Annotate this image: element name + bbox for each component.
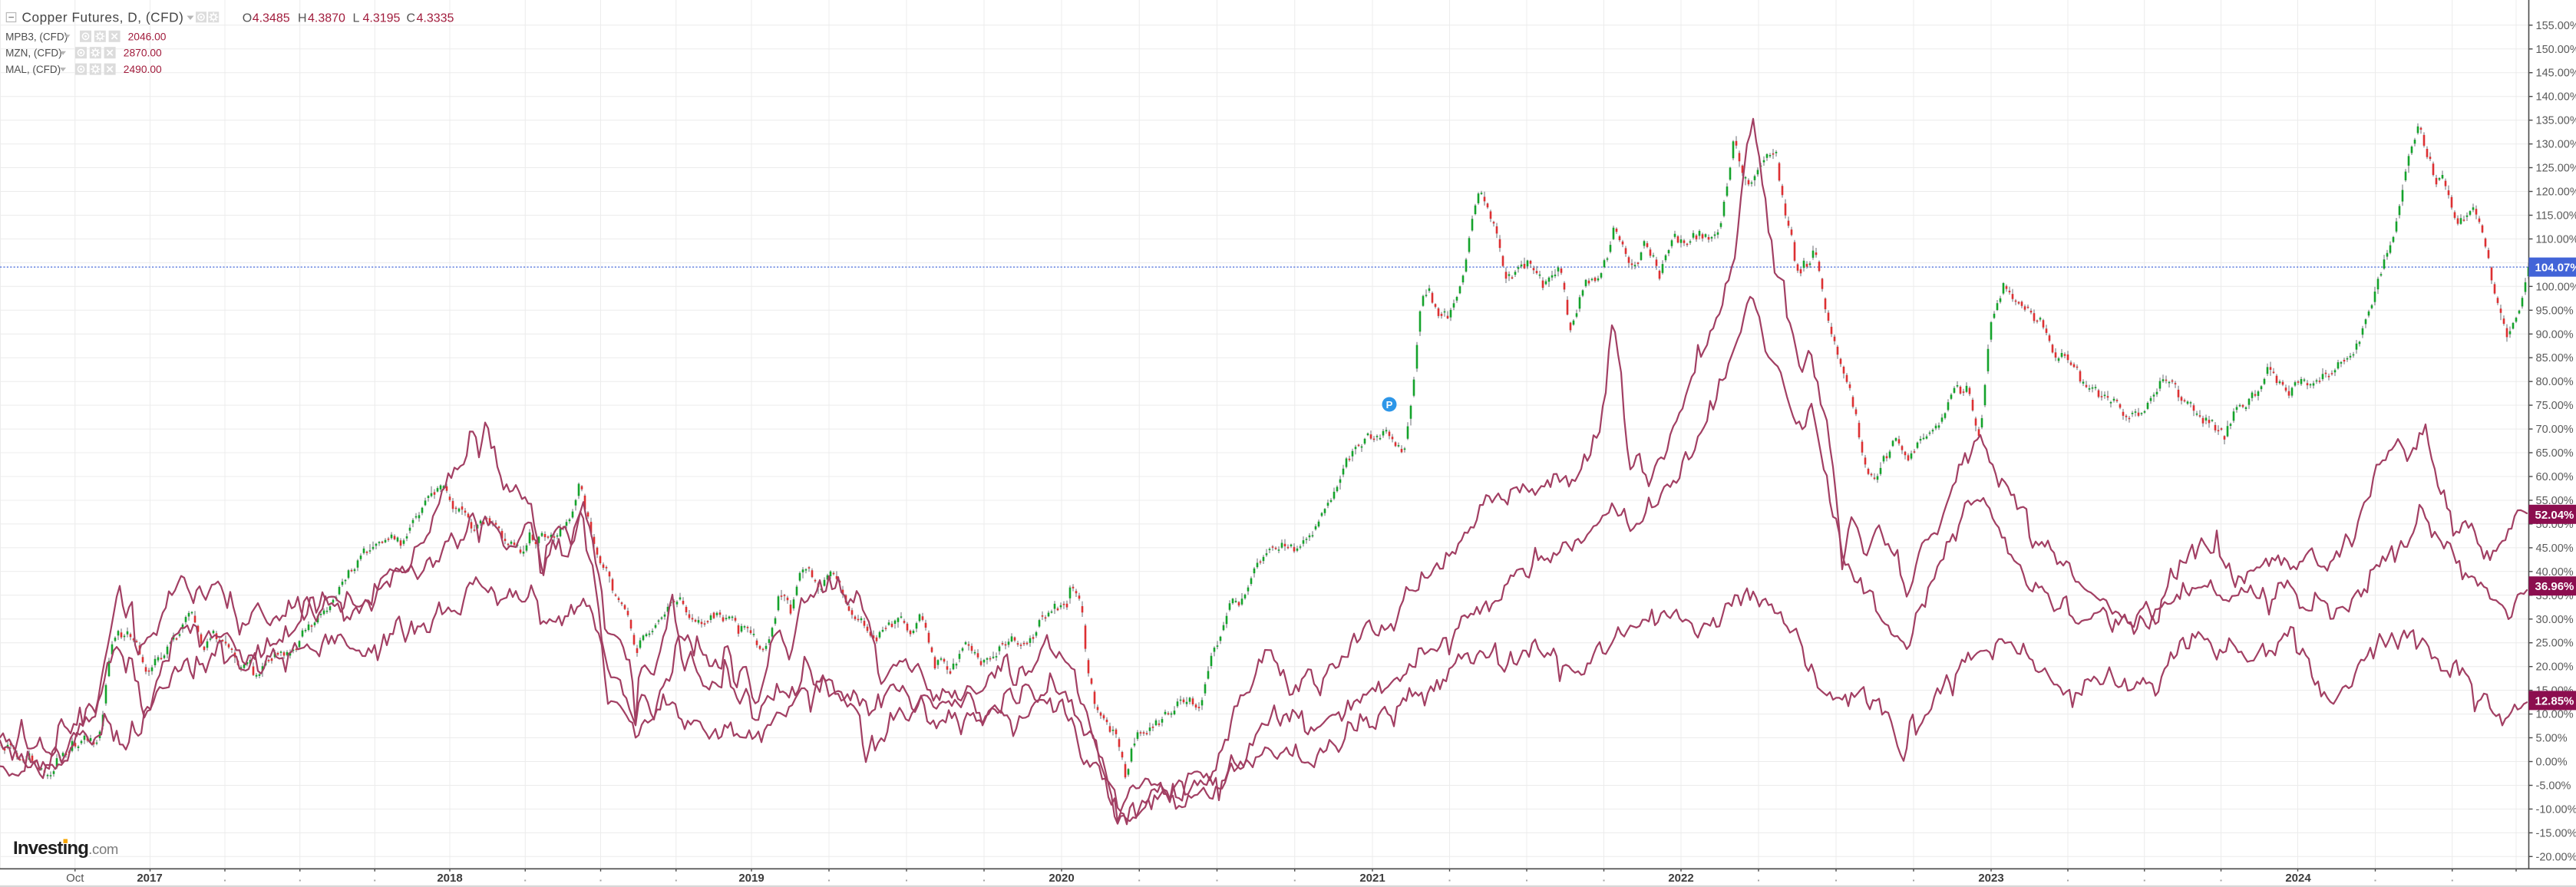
svg-text:2490.00: 2490.00 bbox=[124, 64, 162, 75]
svg-text:2870.00: 2870.00 bbox=[124, 48, 162, 59]
svg-text:2018: 2018 bbox=[437, 872, 462, 885]
svg-text:90.00%: 90.00% bbox=[2536, 328, 2574, 341]
svg-text:C: C bbox=[407, 12, 416, 25]
svg-text:125.00%: 125.00% bbox=[2536, 163, 2576, 175]
svg-text:H: H bbox=[298, 12, 307, 25]
svg-text:70.00%: 70.00% bbox=[2536, 424, 2574, 436]
svg-text:155.00%: 155.00% bbox=[2536, 20, 2576, 32]
svg-text:55.00%: 55.00% bbox=[2536, 495, 2574, 507]
svg-text:52.04%: 52.04% bbox=[2535, 509, 2574, 522]
svg-text:130.00%: 130.00% bbox=[2536, 139, 2576, 151]
svg-text:MPB3, (CFD): MPB3, (CFD) bbox=[5, 31, 68, 42]
svg-text:2020: 2020 bbox=[1049, 872, 1074, 885]
svg-text:2021: 2021 bbox=[1359, 872, 1385, 885]
svg-text:104.07%: 104.07% bbox=[2535, 262, 2576, 275]
svg-text:4.3870: 4.3870 bbox=[308, 12, 345, 25]
svg-text:95.00%: 95.00% bbox=[2536, 305, 2574, 317]
svg-text:-15.00%: -15.00% bbox=[2536, 827, 2576, 839]
svg-text:20.00%: 20.00% bbox=[2536, 661, 2574, 674]
svg-text:L: L bbox=[353, 12, 360, 25]
svg-text:135.00%: 135.00% bbox=[2536, 115, 2576, 127]
svg-text:100.00%: 100.00% bbox=[2536, 281, 2576, 293]
svg-text:45.00%: 45.00% bbox=[2536, 542, 2574, 555]
svg-text:MAL, (CFD): MAL, (CFD) bbox=[5, 64, 61, 75]
svg-text:40.00%: 40.00% bbox=[2536, 566, 2574, 579]
svg-text:60.00%: 60.00% bbox=[2536, 471, 2574, 483]
svg-text:65.00%: 65.00% bbox=[2536, 447, 2574, 460]
svg-text:36.96%: 36.96% bbox=[2535, 580, 2574, 593]
svg-text:P: P bbox=[1386, 399, 1393, 411]
svg-text:-10.00%: -10.00% bbox=[2536, 803, 2576, 816]
svg-text:O: O bbox=[243, 12, 252, 25]
svg-text:2023: 2023 bbox=[1978, 872, 2003, 885]
svg-text:-20.00%: -20.00% bbox=[2536, 851, 2576, 863]
svg-text:5.00%: 5.00% bbox=[2536, 733, 2568, 745]
svg-text:145.00%: 145.00% bbox=[2536, 68, 2576, 80]
svg-text:30.00%: 30.00% bbox=[2536, 614, 2574, 626]
svg-text:120.00%: 120.00% bbox=[2536, 186, 2576, 199]
svg-text:10.00%: 10.00% bbox=[2536, 709, 2574, 721]
svg-text:Oct: Oct bbox=[66, 872, 84, 885]
svg-text:MZN, (CFD): MZN, (CFD) bbox=[5, 48, 61, 59]
svg-text:2019: 2019 bbox=[738, 872, 764, 885]
svg-text:140.00%: 140.00% bbox=[2536, 91, 2576, 104]
svg-text:2022: 2022 bbox=[1668, 872, 1693, 885]
svg-text:110.00%: 110.00% bbox=[2536, 233, 2576, 246]
svg-text:0.00%: 0.00% bbox=[2536, 757, 2568, 769]
svg-text:2046.00: 2046.00 bbox=[128, 31, 167, 42]
svg-text:115.00%: 115.00% bbox=[2536, 210, 2576, 223]
svg-text:85.00%: 85.00% bbox=[2536, 352, 2574, 364]
svg-text:4.3335: 4.3335 bbox=[417, 12, 454, 25]
svg-text:80.00%: 80.00% bbox=[2536, 376, 2574, 388]
svg-text:Copper Futures, D, (CFD): Copper Futures, D, (CFD) bbox=[22, 9, 184, 25]
svg-text:4.3195: 4.3195 bbox=[363, 12, 401, 25]
svg-text:2024: 2024 bbox=[2285, 872, 2311, 885]
svg-text:4.3485: 4.3485 bbox=[253, 12, 290, 25]
svg-text:12.85%: 12.85% bbox=[2535, 694, 2574, 707]
svg-text:2017: 2017 bbox=[137, 872, 162, 885]
svg-text:75.00%: 75.00% bbox=[2536, 400, 2574, 412]
svg-text:-5.00%: -5.00% bbox=[2536, 780, 2571, 793]
svg-text:25.00%: 25.00% bbox=[2536, 638, 2574, 650]
svg-text:150.00%: 150.00% bbox=[2536, 44, 2576, 56]
